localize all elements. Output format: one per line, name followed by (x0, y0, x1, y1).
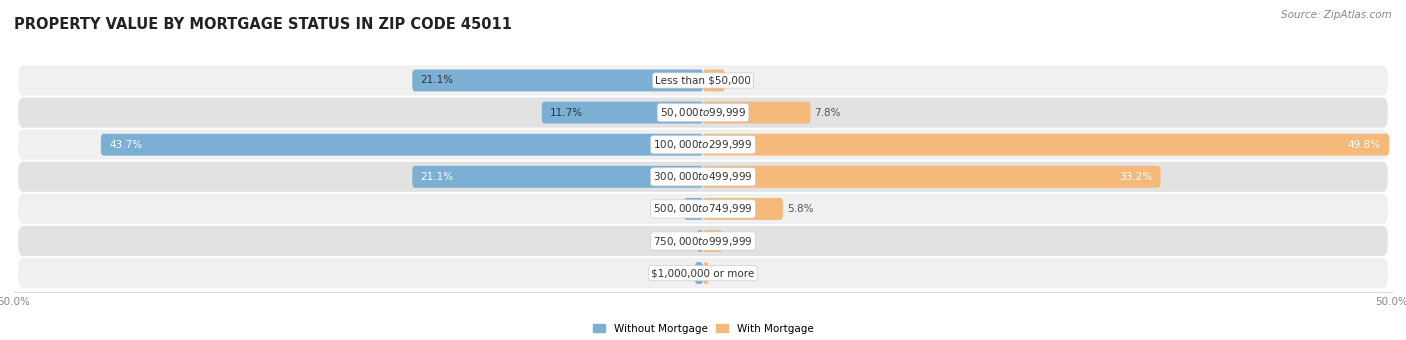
Text: 5.8%: 5.8% (787, 204, 814, 214)
FancyBboxPatch shape (18, 194, 1388, 224)
Text: $300,000 to $499,999: $300,000 to $499,999 (654, 170, 752, 183)
Text: 49.8%: 49.8% (1348, 140, 1381, 150)
FancyBboxPatch shape (703, 70, 725, 91)
FancyBboxPatch shape (683, 198, 703, 220)
Text: 33.2%: 33.2% (1119, 172, 1152, 182)
Text: Source: ZipAtlas.com: Source: ZipAtlas.com (1281, 10, 1392, 20)
Text: $1,000,000 or more: $1,000,000 or more (651, 268, 755, 278)
Text: PROPERTY VALUE BY MORTGAGE STATUS IN ZIP CODE 45011: PROPERTY VALUE BY MORTGAGE STATUS IN ZIP… (14, 17, 512, 32)
FancyBboxPatch shape (703, 134, 1389, 156)
Text: 21.1%: 21.1% (420, 75, 454, 85)
FancyBboxPatch shape (18, 162, 1388, 192)
FancyBboxPatch shape (703, 230, 723, 252)
Text: $750,000 to $999,999: $750,000 to $999,999 (654, 235, 752, 248)
Text: 1.4%: 1.4% (727, 236, 754, 246)
Text: 1.6%: 1.6% (730, 75, 755, 85)
Legend: Without Mortgage, With Mortgage: Without Mortgage, With Mortgage (589, 320, 817, 338)
Text: 0.4%: 0.4% (713, 268, 740, 278)
FancyBboxPatch shape (703, 102, 810, 123)
Text: 21.1%: 21.1% (420, 172, 454, 182)
FancyBboxPatch shape (18, 226, 1388, 256)
FancyBboxPatch shape (18, 258, 1388, 288)
Text: 11.7%: 11.7% (550, 107, 583, 118)
Text: Less than $50,000: Less than $50,000 (655, 75, 751, 85)
FancyBboxPatch shape (101, 134, 703, 156)
FancyBboxPatch shape (695, 262, 703, 284)
Text: 1.4%: 1.4% (652, 204, 679, 214)
Text: $50,000 to $99,999: $50,000 to $99,999 (659, 106, 747, 119)
Text: $500,000 to $749,999: $500,000 to $749,999 (654, 202, 752, 216)
FancyBboxPatch shape (18, 98, 1388, 128)
Text: 0.44%: 0.44% (659, 236, 693, 246)
Text: $100,000 to $299,999: $100,000 to $299,999 (654, 138, 752, 151)
Text: 43.7%: 43.7% (110, 140, 142, 150)
FancyBboxPatch shape (703, 262, 709, 284)
FancyBboxPatch shape (541, 102, 703, 123)
FancyBboxPatch shape (412, 166, 703, 188)
FancyBboxPatch shape (703, 166, 1160, 188)
FancyBboxPatch shape (412, 70, 703, 91)
FancyBboxPatch shape (697, 230, 703, 252)
Text: 0.59%: 0.59% (658, 268, 690, 278)
FancyBboxPatch shape (18, 130, 1388, 160)
FancyBboxPatch shape (18, 65, 1388, 96)
FancyBboxPatch shape (703, 198, 783, 220)
Text: 7.8%: 7.8% (814, 107, 841, 118)
